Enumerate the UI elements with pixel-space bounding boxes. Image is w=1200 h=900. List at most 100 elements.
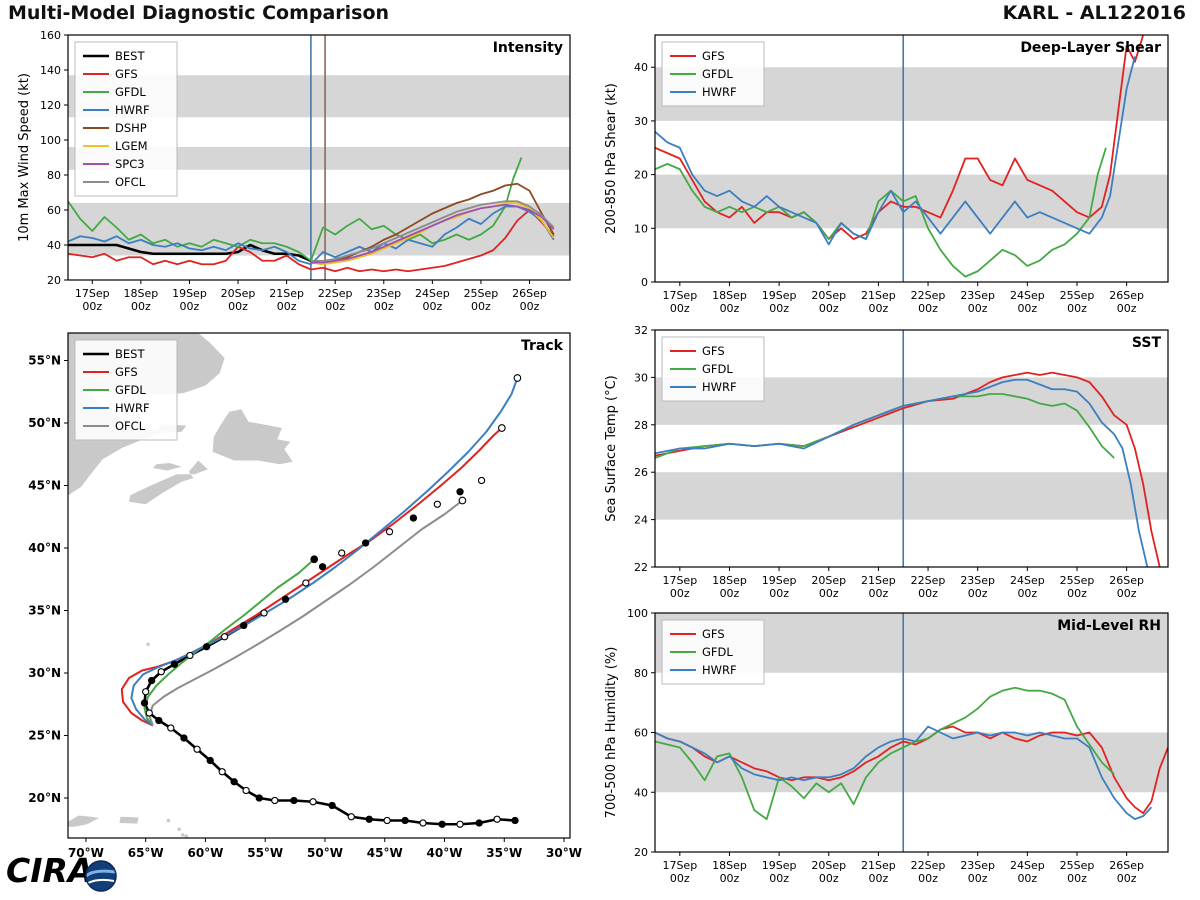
svg-text:BEST: BEST [115, 49, 145, 63]
svg-text:20: 20 [634, 169, 648, 182]
svg-text:00z: 00z [720, 587, 740, 600]
svg-text:30°N: 30°N [28, 666, 61, 680]
svg-text:25Sep: 25Sep [464, 287, 499, 300]
svg-text:60: 60 [47, 204, 61, 217]
svg-text:23Sep: 23Sep [960, 289, 995, 302]
svg-text:HWRF: HWRF [702, 663, 737, 677]
svg-text:00z: 00z [968, 587, 988, 600]
svg-text:22Sep: 22Sep [911, 859, 946, 872]
panel-rh: 17Sep00z18Sep00z19Sep00z20Sep00z21Sep00z… [604, 607, 1169, 885]
svg-text:Track: Track [521, 338, 564, 354]
svg-text:00z: 00z [1117, 302, 1137, 315]
track-end-marker [458, 496, 467, 505]
track-marker [271, 796, 279, 805]
svg-text:40: 40 [634, 786, 648, 799]
shear-series-gfdl [655, 147, 1107, 278]
svg-text:23Sep: 23Sep [960, 859, 995, 872]
svg-text:00z: 00z [1067, 302, 1087, 315]
svg-text:GFDL: GFDL [702, 645, 733, 659]
svg-text:00z: 00z [918, 302, 938, 315]
svg-text:00z: 00z [180, 300, 200, 313]
svg-text:GFS: GFS [702, 627, 725, 641]
svg-text:20°N: 20°N [28, 791, 61, 805]
svg-text:00z: 00z [520, 300, 540, 313]
track-marker [290, 796, 298, 805]
svg-text:Mid-Level RH: Mid-Level RH [1057, 618, 1161, 634]
svg-text:GFS: GFS [115, 365, 138, 379]
svg-text:GFDL: GFDL [115, 383, 146, 397]
island [166, 818, 171, 823]
track-marker [155, 716, 163, 725]
track-marker [318, 563, 327, 571]
track-marker [385, 528, 394, 536]
intensity-series-dshp [310, 182, 555, 266]
svg-text:HWRF: HWRF [115, 401, 150, 415]
track-marker [365, 815, 373, 823]
svg-text:25Sep: 25Sep [1060, 574, 1095, 587]
island [184, 834, 189, 838]
svg-text:00z: 00z [670, 302, 690, 315]
svg-text:20Sep: 20Sep [811, 859, 846, 872]
legend-box [74, 41, 178, 197]
intensity-series-ofcl [310, 200, 555, 262]
svg-text:40°W: 40°W [427, 846, 463, 860]
track-series-best [143, 611, 516, 826]
svg-text:00z: 00z [82, 300, 102, 313]
svg-text:22: 22 [634, 561, 648, 574]
svg-text:GFDL: GFDL [115, 85, 146, 99]
svg-text:60: 60 [634, 727, 648, 740]
track-marker [202, 643, 211, 651]
svg-text:00z: 00z [471, 300, 491, 313]
svg-text:00z: 00z [769, 872, 789, 885]
svg-text:22Sep: 22Sep [318, 287, 353, 300]
svg-text:19Sep: 19Sep [762, 859, 797, 872]
track-marker [157, 668, 165, 676]
rh-series-gfs [655, 725, 1168, 815]
island [180, 833, 185, 837]
svg-text:35°W: 35°W [486, 846, 522, 860]
land-polygon [212, 409, 293, 465]
svg-text:00z: 00z [325, 300, 345, 313]
sst-series-hwrf [655, 378, 1149, 567]
storm-id: KARL - AL122016 [1002, 2, 1186, 24]
svg-text:26Sep: 26Sep [1109, 574, 1144, 587]
track-marker [260, 609, 268, 617]
svg-text:17Sep: 17Sep [75, 287, 110, 300]
track-end-marker [498, 424, 506, 432]
svg-text:19Sep: 19Sep [762, 574, 797, 587]
svg-text:20Sep: 20Sep [221, 287, 256, 300]
track-marker [193, 745, 201, 753]
svg-text:18Sep: 18Sep [712, 859, 747, 872]
svg-text:45°W: 45°W [367, 846, 403, 860]
svg-text:OFCL: OFCL [115, 175, 146, 189]
track-marker [328, 801, 336, 810]
svg-text:40: 40 [634, 61, 648, 74]
svg-text:26Sep: 26Sep [512, 287, 547, 300]
svg-text:00z: 00z [968, 302, 988, 315]
track-marker [170, 660, 179, 668]
svg-text:120: 120 [40, 99, 61, 112]
cira-logo-text: CIRA [6, 851, 93, 890]
svg-text:00z: 00z [819, 587, 839, 600]
track-marker [230, 778, 238, 786]
svg-text:00z: 00z [131, 300, 151, 313]
svg-text:DSHP: DSHP [115, 121, 147, 135]
intensity-series-spc3 [310, 203, 555, 264]
svg-text:80: 80 [47, 169, 61, 182]
svg-text:23Sep: 23Sep [366, 287, 401, 300]
svg-text:20Sep: 20Sep [811, 574, 846, 587]
svg-text:BEST: BEST [115, 347, 145, 361]
svg-text:00z: 00z [1017, 587, 1037, 600]
svg-text:00z: 00z [1017, 302, 1037, 315]
svg-text:24Sep: 24Sep [1010, 859, 1045, 872]
svg-text:25°N: 25°N [28, 729, 61, 743]
intensity-series-gfs [68, 209, 555, 273]
svg-text:20: 20 [634, 846, 648, 859]
panel-track: 70°W 65°W 60°W 55°W 50°W 45°W 40°W 35°W 30°W 20°N… [28, 332, 582, 860]
track-series-hwrf [130, 377, 519, 727]
svg-text:28: 28 [634, 419, 648, 432]
svg-text:160: 160 [40, 29, 61, 42]
track-marker [220, 633, 229, 641]
track-marker [456, 820, 464, 828]
